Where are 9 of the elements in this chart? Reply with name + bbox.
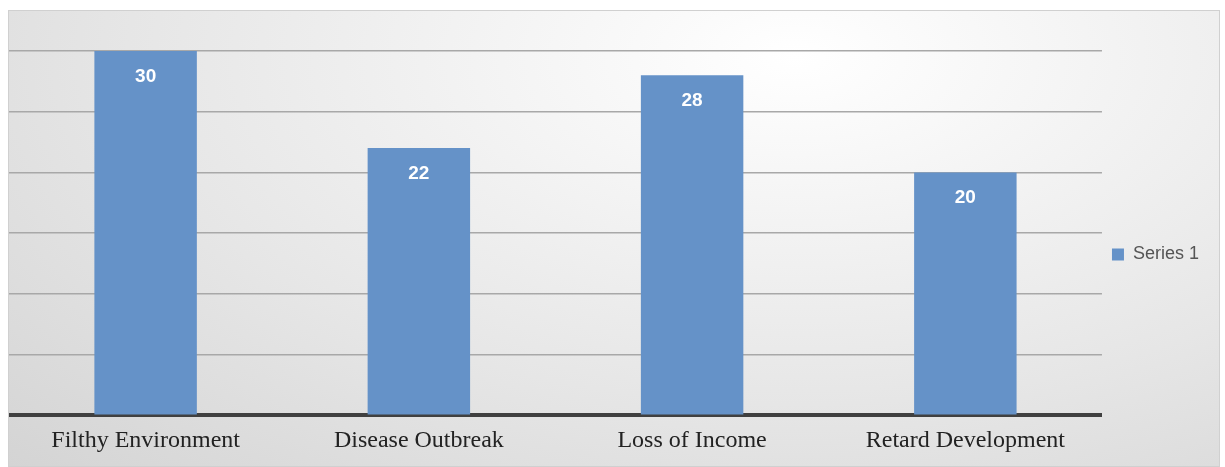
- data-label: 28: [681, 89, 703, 111]
- x-tick-label: Loss of Income: [617, 425, 767, 452]
- x-tick-label: Retard Development: [865, 425, 1066, 452]
- x-tick-label: Disease Outbreak: [333, 425, 504, 452]
- legend-label: Series 1: [1132, 243, 1200, 264]
- x-tick-label: Filthy Environment: [51, 425, 241, 452]
- data-label: 30: [135, 64, 157, 86]
- data-label: 20: [954, 186, 976, 208]
- data-label: 22: [408, 161, 430, 183]
